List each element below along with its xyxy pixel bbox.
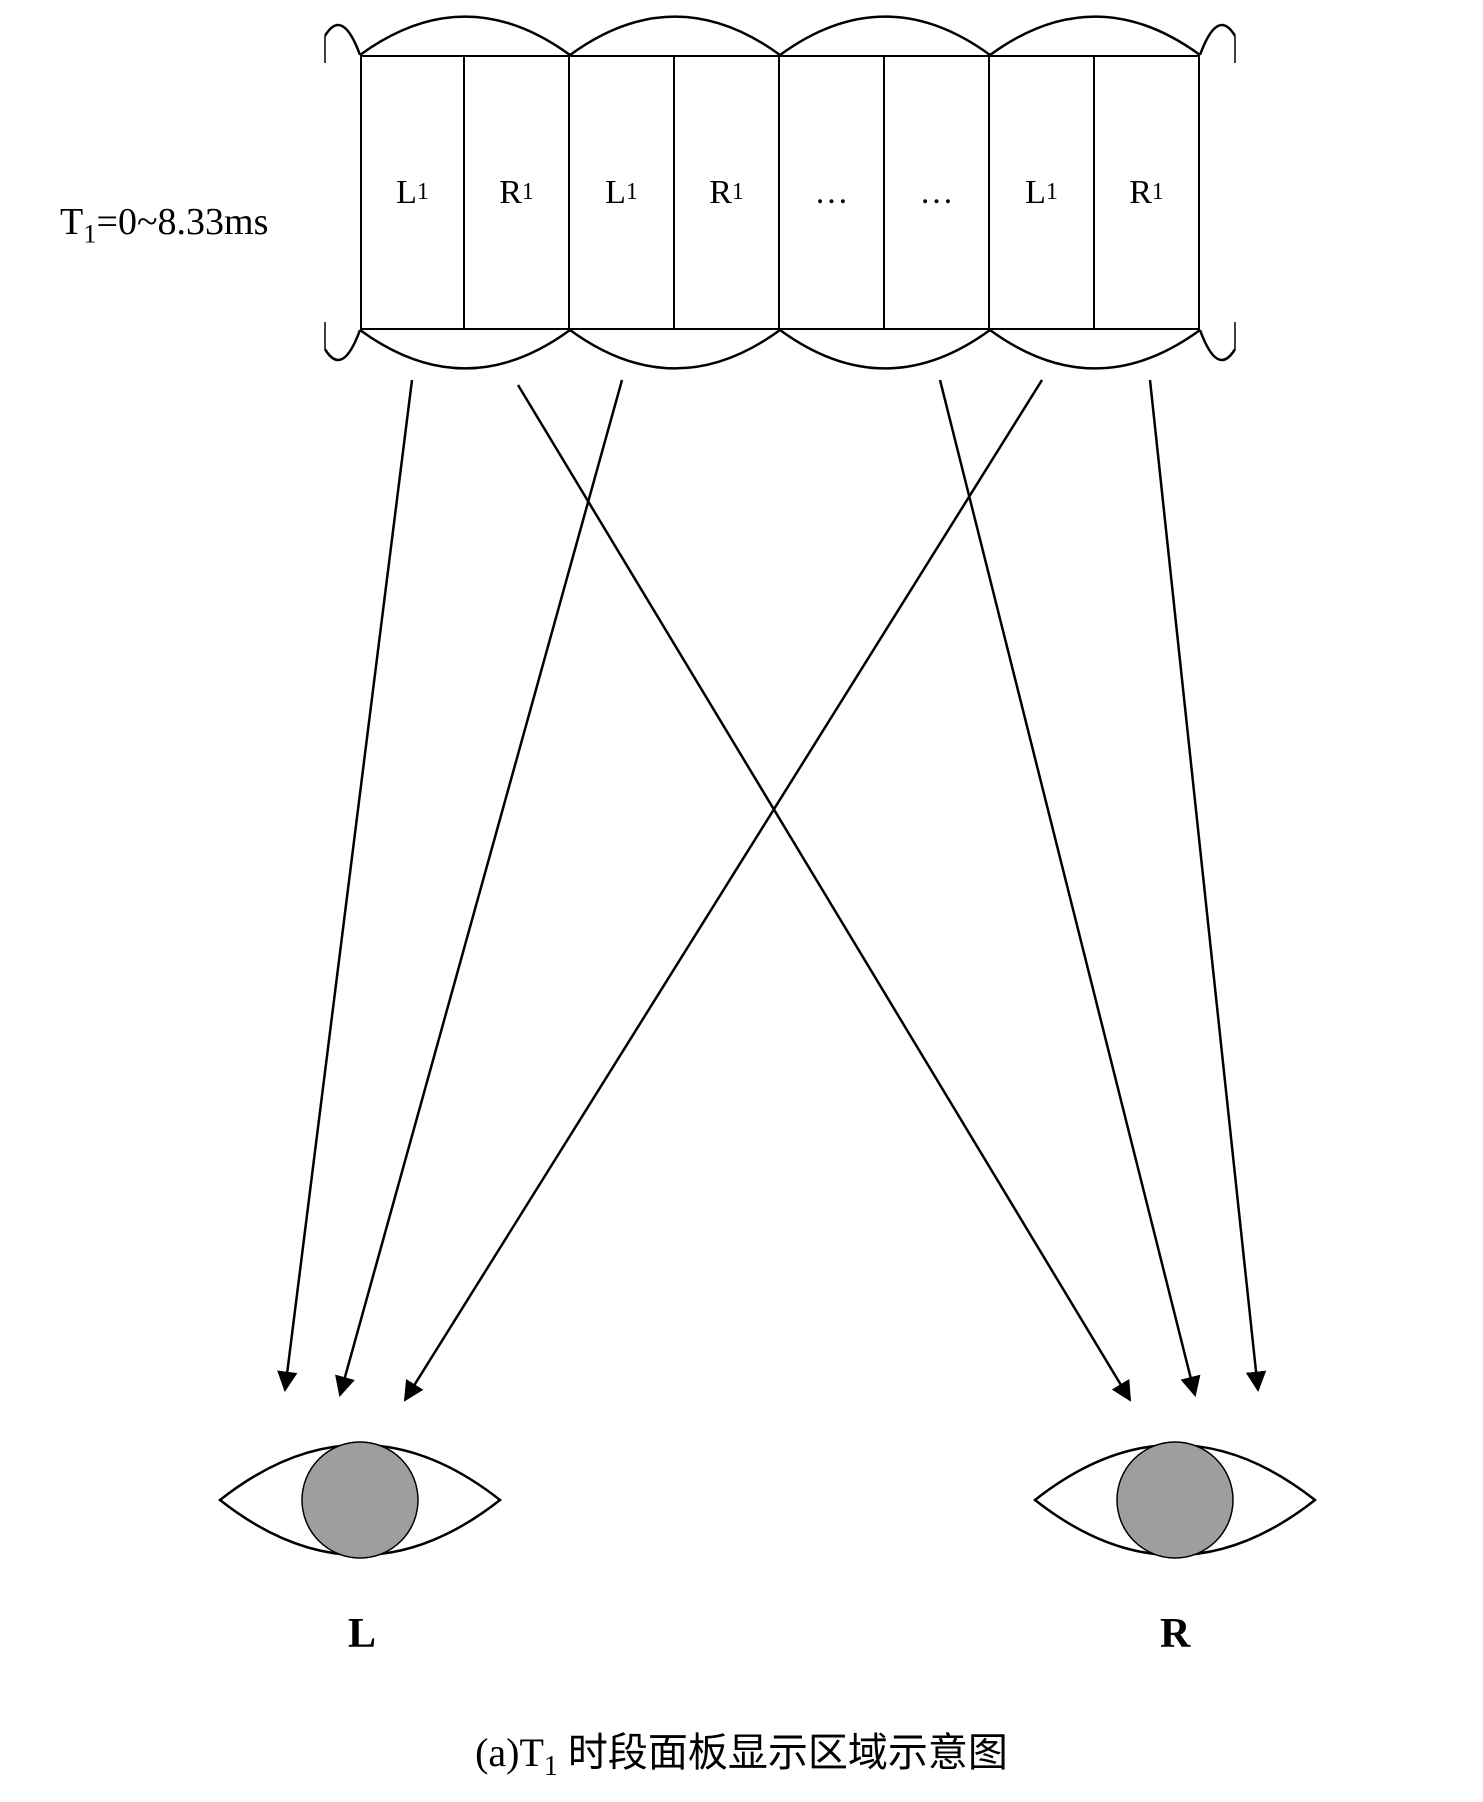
- left-eye-label: L: [348, 1610, 376, 1658]
- panel-cell-1: R1: [465, 55, 570, 330]
- panel-cell-6: L1: [990, 55, 1095, 330]
- panel-cell-3: R1: [675, 55, 780, 330]
- panel-cell-7: R1: [1095, 55, 1200, 330]
- right-eye-label: R: [1160, 1610, 1190, 1658]
- display-panel: L1R1L1R1……L1R1: [360, 55, 1200, 330]
- panel-cell-5: …: [885, 55, 990, 330]
- timing-label: T1=0~8.33ms: [60, 200, 268, 250]
- panel-cell-0: L1: [360, 55, 465, 330]
- panel-cell-2: L1: [570, 55, 675, 330]
- figure-caption: (a)T1 时段面板显示区域示意图: [0, 1720, 1483, 1783]
- panel-cell-4: …: [780, 55, 885, 330]
